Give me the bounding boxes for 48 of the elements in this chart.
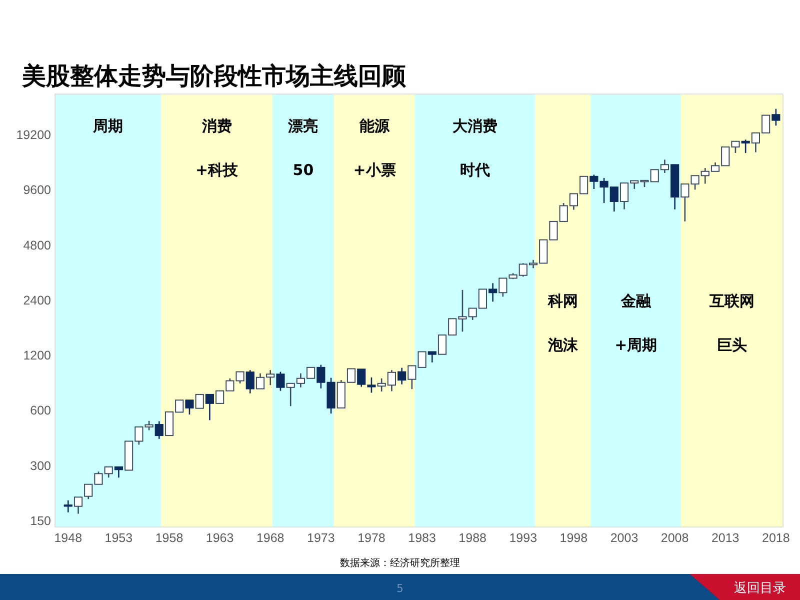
y-tick-label: 300 xyxy=(30,458,52,473)
candlestick xyxy=(428,351,436,364)
candlestick xyxy=(741,138,750,154)
y-tick-label: 19200 xyxy=(16,128,52,142)
x-tick-label: 2003 xyxy=(610,531,638,545)
candlestick xyxy=(205,394,214,421)
x-tick-label: 1988 xyxy=(458,531,487,545)
text: 科网泡沫 xyxy=(548,292,578,354)
candlestick xyxy=(114,466,123,478)
candlestick xyxy=(772,108,780,126)
candlestick xyxy=(276,371,285,392)
y-tick-label: 9600 xyxy=(23,183,52,198)
text: 金融+周期 xyxy=(614,292,658,354)
x-tick-label: 1958 xyxy=(155,531,184,545)
text: 互联网巨头 xyxy=(709,292,754,354)
x-tick-label: 1973 xyxy=(307,531,335,545)
text: 返回目录 xyxy=(734,581,786,596)
y-tick-label: 1200 xyxy=(23,348,52,363)
x-tick-label: 1993 xyxy=(509,531,538,545)
candlestick xyxy=(488,282,498,302)
source-note: 数据来源：经济研究所整理 xyxy=(340,557,460,569)
x-tick-label: 2018 xyxy=(762,531,790,545)
y-tick-label: 150 xyxy=(30,514,52,528)
candlestick xyxy=(154,420,164,440)
chart-title: 美股整体走势与阶段性市场主线回顾 xyxy=(21,62,407,90)
x-tick-label: 2008 xyxy=(660,531,689,545)
x-tick-label: 1978 xyxy=(358,531,386,545)
candlestick xyxy=(246,369,254,394)
candlestick xyxy=(185,399,194,416)
candlestick xyxy=(64,500,72,513)
x-tick-label: 2013 xyxy=(711,531,740,545)
x-tick-label: 1948 xyxy=(54,531,82,545)
y-tick-label: 4800 xyxy=(23,238,52,252)
candlestick xyxy=(195,394,204,409)
text: 能源+小票 xyxy=(353,117,396,179)
text: 大消费时代 xyxy=(452,117,498,179)
x-tick-label: 1968 xyxy=(256,531,284,545)
y-tick-label: 2400 xyxy=(23,293,52,308)
band-label: 周期 xyxy=(92,117,124,135)
text: 5 xyxy=(396,582,404,595)
x-tick-label: 1998 xyxy=(560,531,588,545)
text: 消费+科技 xyxy=(195,117,238,179)
x-tick-label: 1963 xyxy=(206,531,234,545)
y-tick-label: 600 xyxy=(30,404,52,418)
x-tick-label: 1953 xyxy=(104,531,133,545)
text: 漂亮50 xyxy=(288,117,318,179)
candlestick xyxy=(398,367,406,386)
x-tick-label: 1983 xyxy=(408,531,436,545)
